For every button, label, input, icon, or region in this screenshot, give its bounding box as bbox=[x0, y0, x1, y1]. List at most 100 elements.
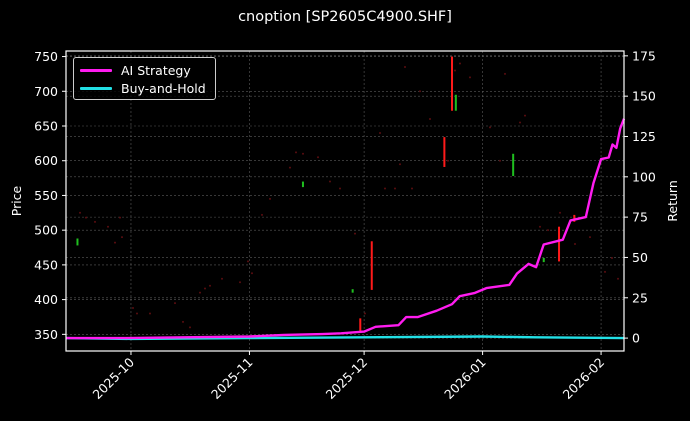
candle bbox=[351, 289, 354, 293]
y-left-tick-label: 500 bbox=[34, 223, 58, 238]
y-left-tick-label: 550 bbox=[34, 188, 58, 203]
x-tick-label: 2025-11 bbox=[208, 355, 256, 403]
price-dot bbox=[559, 211, 561, 214]
price-dot bbox=[149, 312, 151, 315]
price-dot bbox=[79, 211, 81, 214]
price-dot bbox=[589, 236, 591, 239]
price-dot bbox=[94, 220, 96, 223]
price-dot bbox=[447, 159, 449, 162]
price-dot bbox=[174, 302, 176, 305]
legend-item-buy-and-hold: Buy-and-Hold bbox=[80, 80, 206, 96]
price-dot bbox=[399, 163, 401, 166]
price-dot bbox=[182, 320, 184, 323]
legend-swatch-ai-strategy bbox=[80, 68, 112, 72]
legend-item-ai-strategy: AI Strategy bbox=[80, 62, 191, 78]
price-dot bbox=[429, 118, 431, 121]
price-dot bbox=[85, 216, 87, 219]
y-left-tick-label: 750 bbox=[34, 49, 58, 64]
price-dot bbox=[204, 287, 206, 290]
price-dot bbox=[524, 114, 526, 117]
price-dot bbox=[136, 312, 138, 315]
price-dot bbox=[121, 236, 123, 239]
y-right-tick-label: 50 bbox=[632, 250, 648, 265]
candle bbox=[542, 257, 545, 263]
price-dot bbox=[519, 121, 521, 124]
price-dot bbox=[384, 187, 386, 190]
y-right-tick-label: 125 bbox=[632, 129, 656, 144]
price-dot bbox=[221, 277, 223, 280]
price-dot bbox=[189, 326, 191, 329]
y-right-tick-label: 0 bbox=[632, 331, 640, 346]
price-dot bbox=[302, 152, 304, 155]
price-dot bbox=[339, 187, 341, 190]
price-dot bbox=[617, 277, 619, 280]
price-dot bbox=[119, 216, 121, 219]
y-axis-left-label: Price bbox=[9, 185, 24, 216]
price-dot bbox=[261, 213, 263, 216]
legend: AI Strategy Buy-and-Hold bbox=[73, 57, 216, 100]
price-dot bbox=[454, 69, 456, 72]
candle bbox=[512, 153, 515, 176]
chart-title: cnoption [SP2605C4900.SHF] bbox=[238, 9, 452, 25]
price-dot bbox=[547, 229, 549, 232]
price-dot bbox=[459, 62, 461, 65]
x-tick-label: 2026-01 bbox=[441, 355, 489, 403]
price-dot bbox=[114, 241, 116, 244]
candle bbox=[301, 181, 304, 188]
price-dot bbox=[269, 197, 271, 200]
price-dot bbox=[394, 187, 396, 190]
y-right-tick-label: 75 bbox=[632, 210, 648, 225]
candle bbox=[451, 56, 454, 111]
price-dot bbox=[289, 166, 291, 169]
price-dot bbox=[247, 260, 249, 263]
x-axis: 2025-10 2025-11 2025-12 2026-01 2026-02 bbox=[90, 351, 608, 403]
price-dot bbox=[239, 281, 241, 284]
candle bbox=[359, 318, 362, 333]
y-axis-left: 350 400 450 500 550 600 650 700 750 bbox=[34, 49, 66, 342]
candle bbox=[370, 241, 373, 290]
price-dot bbox=[574, 243, 576, 246]
y-left-tick-label: 350 bbox=[34, 327, 58, 342]
y-axis-right: 0 25 50 75 100 125 150 175 bbox=[624, 48, 656, 346]
price-dot bbox=[379, 131, 381, 134]
y-right-tick-label: 25 bbox=[632, 290, 648, 305]
grid-lines bbox=[66, 51, 624, 351]
candle bbox=[443, 137, 446, 167]
candle bbox=[558, 226, 561, 262]
price-dot bbox=[539, 225, 541, 228]
price-dot bbox=[611, 256, 613, 259]
candle bbox=[454, 94, 457, 111]
price-dot bbox=[329, 180, 331, 183]
x-tick-label: 2025-12 bbox=[323, 355, 371, 403]
price-dot bbox=[199, 291, 201, 294]
x-tick-label: 2025-10 bbox=[90, 354, 138, 402]
y-axis-right-label: Return bbox=[665, 180, 680, 221]
price-dot bbox=[411, 187, 413, 190]
price-scatter bbox=[79, 62, 619, 329]
price-dot bbox=[209, 284, 211, 287]
y-right-tick-label: 100 bbox=[632, 169, 656, 184]
price-dot bbox=[489, 126, 491, 129]
price-dot bbox=[504, 72, 506, 75]
legend-label: Buy-and-Hold bbox=[121, 80, 206, 96]
price-dot bbox=[317, 156, 319, 159]
y-right-tick-label: 150 bbox=[632, 89, 656, 104]
price-dot bbox=[107, 225, 109, 228]
price-dot bbox=[132, 306, 134, 309]
price-dot bbox=[419, 90, 421, 93]
ai-strategy-line bbox=[66, 118, 626, 340]
price-dot bbox=[499, 159, 501, 162]
candle bbox=[76, 238, 79, 246]
y-right-tick-label: 175 bbox=[632, 48, 656, 63]
plot-frame bbox=[65, 50, 625, 352]
y-left-tick-label: 400 bbox=[34, 292, 58, 307]
price-dot bbox=[404, 65, 406, 68]
y-left-tick-label: 600 bbox=[34, 153, 58, 168]
legend-swatch-buy-and-hold bbox=[80, 86, 112, 90]
price-dot bbox=[604, 270, 606, 273]
return-lines bbox=[65, 118, 626, 341]
price-dot bbox=[295, 151, 297, 154]
x-tick-label: 2026-02 bbox=[560, 355, 608, 403]
legend-label: AI Strategy bbox=[121, 62, 191, 78]
